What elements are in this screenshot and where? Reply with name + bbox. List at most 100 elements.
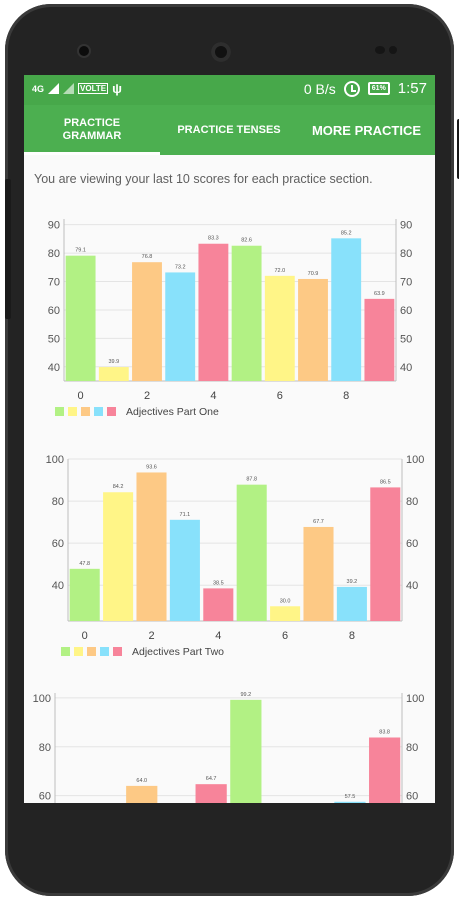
x-tick-label: 6 (277, 390, 283, 402)
tab-practice-grammar[interactable]: PRACTICE GRAMMAR (24, 105, 160, 155)
y-tick-left: 80 (52, 496, 64, 508)
bar-value-label: 99.2 (240, 692, 251, 698)
x-tick-label: 8 (343, 390, 349, 402)
bar (65, 255, 96, 381)
bar (303, 526, 334, 621)
bar-value-label: 39.2 (347, 579, 358, 585)
screen: 4G VOLTE ψ 0 B/s 61% 1:57 PRACTICE GRAMM… (24, 75, 435, 803)
y-tick-left: 100 (46, 454, 64, 466)
bar-value-label: 85.2 (341, 230, 352, 236)
volte-badge: VOLTE (78, 83, 109, 94)
bar-value-label: 87.8 (246, 477, 257, 483)
y-tick-left: 80 (48, 248, 60, 260)
y-tick-left: 80 (39, 742, 51, 754)
bar (126, 785, 158, 803)
tab-bar: PRACTICE GRAMMAR PRACTICE TENSES MORE PR… (24, 105, 435, 155)
bar (270, 606, 301, 621)
network-type: 4G (32, 83, 45, 94)
y-tick-left: 70 (48, 277, 60, 289)
bar (231, 245, 262, 381)
bar-value-label: 64.7 (206, 776, 217, 782)
alarm-icon (343, 80, 360, 97)
y-tick-right: 60 (400, 305, 412, 317)
front-camera (79, 46, 89, 56)
bar (369, 737, 401, 803)
x-tick-label: 0 (82, 630, 88, 642)
bar (264, 275, 295, 381)
x-tick-label: 2 (144, 390, 150, 402)
bar (198, 243, 229, 381)
y-tick-right: 40 (406, 580, 418, 592)
legend-label: Adjectives Part One (126, 406, 219, 418)
bar (336, 586, 367, 621)
x-tick-label: 6 (282, 630, 288, 642)
y-tick-right: 80 (406, 742, 418, 754)
y-tick-right: 70 (400, 277, 412, 289)
scores-content[interactable]: You are viewing your last 10 scores for … (24, 155, 435, 803)
info-text: You are viewing your last 10 scores for … (34, 172, 373, 186)
tab-more-practice[interactable]: MORE PRACTICE (311, 122, 422, 138)
y-tick-left: 60 (48, 305, 60, 317)
x-tick-label: 0 (78, 390, 84, 402)
bar (203, 588, 234, 621)
legend-swatch (113, 647, 122, 656)
x-tick-label: 2 (148, 630, 154, 642)
bar (132, 262, 162, 381)
bar-value-label: 57.5 (345, 794, 356, 800)
chart-third-section: 60 60 80 80 100 100 64.0 64.7 99.2 57.5 83.8 (33, 692, 424, 803)
y-tick-right: 60 (406, 538, 418, 550)
y-tick-right: 100 (406, 693, 424, 705)
y-tick-left: 40 (52, 580, 64, 592)
y-tick-left: 50 (48, 333, 60, 345)
legend-swatch (81, 407, 90, 416)
legend-swatch (87, 647, 96, 656)
bar (98, 367, 129, 381)
battery-indicator: 61% (367, 82, 390, 95)
legend-swatch (68, 407, 77, 416)
light-sensor (389, 46, 397, 54)
bar-value-label: 93.6 (146, 464, 157, 470)
bar (331, 238, 362, 381)
tab-practice-tenses[interactable]: PRACTICE TENSES (177, 124, 281, 136)
bar (69, 568, 100, 621)
y-tick-right: 40 (400, 362, 412, 374)
legend-swatch (100, 647, 109, 656)
bar (169, 519, 200, 621)
bar-value-label: 38.5 (213, 580, 224, 586)
y-tick-right: 60 (406, 791, 418, 803)
y-tick-right: 80 (406, 496, 418, 508)
bar-value-label: 72.0 (274, 268, 285, 274)
earpiece (211, 42, 231, 62)
signal-icon (48, 83, 60, 94)
bar (165, 272, 196, 381)
bar-value-label: 73.2 (175, 264, 186, 270)
clock: 1:57 (397, 80, 427, 97)
bar-value-label: 83.8 (379, 729, 390, 735)
signal-icon-2 (63, 83, 75, 94)
bar (236, 484, 267, 621)
legend-label: Adjectives Part Two (132, 646, 224, 658)
proximity-sensor (375, 46, 385, 54)
bar-value-label: 83.3 (208, 236, 219, 242)
x-tick-label: 4 (215, 630, 221, 642)
y-tick-left: 60 (39, 791, 51, 803)
bar-value-label: 84.2 (113, 484, 124, 490)
bar-value-label: 76.8 (142, 254, 153, 260)
x-tick-label: 8 (349, 630, 355, 642)
bar-value-label: 39.9 (108, 359, 119, 365)
bar-value-label: 70.9 (308, 271, 319, 277)
bar-value-label: 71.1 (180, 512, 191, 518)
bar-value-label: 82.6 (241, 238, 252, 244)
x-tick-label: 4 (210, 390, 216, 402)
bar (230, 699, 262, 803)
bar (195, 784, 227, 803)
legend-swatch (61, 647, 70, 656)
usb-icon: ψ (112, 81, 122, 96)
bar (370, 487, 401, 621)
bar (298, 278, 328, 381)
tab-practice-grammar-line1: PRACTICE (63, 117, 121, 129)
bar (136, 472, 167, 621)
status-bar: 4G VOLTE ψ 0 B/s 61% 1:57 (24, 75, 435, 105)
